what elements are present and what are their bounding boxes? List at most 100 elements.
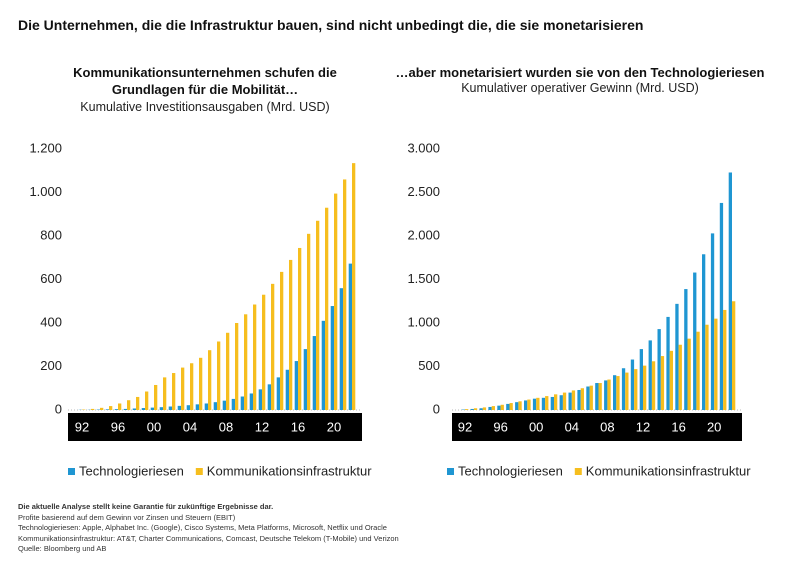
bar [497,405,501,410]
bar [604,380,608,410]
bar [343,179,347,410]
bar [190,363,194,410]
legend-swatch [447,468,454,475]
bar [294,361,298,410]
bar [728,172,732,410]
bar [244,314,248,410]
bar [105,409,109,410]
legend-label: Technologieriesen [458,463,563,478]
note: Die aktuelle Analyse stellt keine Garant… [18,502,274,511]
bar [607,379,611,410]
bar [541,397,546,410]
y-tick-label: 0 [433,401,440,416]
legend-label: Technologieriesen [79,463,184,478]
page-title: Die Unternehmen, die die Infrastruktur b… [18,17,644,33]
bar [168,406,172,410]
bar [621,368,626,410]
bar [91,408,95,410]
bar [506,403,510,410]
bar [710,233,715,410]
bar [675,303,679,410]
bar [271,283,275,410]
notes: Die aktuelle Analyse stellt keine Garant… [18,502,399,555]
bar [298,247,302,410]
bar [136,396,140,410]
bar [660,356,665,410]
bar [719,202,724,410]
chart-subtitle: Kumulativer operativer Gewinn (Mrd. USD) [461,81,699,95]
bar [352,163,356,410]
note: Quelle: Bloomberg und AB [18,544,107,553]
y-tick-label: 1.000 [407,314,440,329]
bar [648,340,652,410]
bar [114,409,118,410]
bar [118,403,122,410]
note: Technologieriesen: Apple, Alphabet Inc. … [18,523,387,532]
bar [657,329,661,410]
bar [267,384,271,410]
x-tick-label: 20 [327,419,341,434]
bar [524,400,528,410]
bar [339,288,343,410]
x-tick-label: 92 [458,419,472,434]
bar [571,390,576,410]
bar [231,398,235,410]
y-tick-label: 600 [40,271,62,286]
legend-label: Kommunikationsinfrastruktur [586,463,751,478]
y-tick-label: 1.000 [29,184,62,199]
bar [316,220,320,410]
y-tick-label: 2.500 [407,184,440,199]
bar [262,294,266,410]
legend-swatch [68,468,75,475]
bar [577,389,581,410]
x-tick-label: 96 [493,419,507,434]
bar [616,376,620,410]
y-tick-label: 0 [55,401,62,416]
bar [181,367,185,410]
bar [240,396,244,410]
bar [204,403,208,410]
x-tick-label: 00 [147,419,161,434]
bar [714,318,718,410]
y-tick-label: 1.500 [407,271,440,286]
bar [172,373,176,410]
chart-title: Kommunikationsunternehmen schufen die Gr… [73,65,337,97]
bar [285,369,289,410]
bar [625,372,629,410]
bar [226,332,230,410]
bar [154,384,158,410]
x-tick-label: 04 [183,419,197,434]
bar [145,391,149,410]
y-tick-label: 3.000 [407,140,440,155]
bar [586,386,590,410]
bar [127,400,131,410]
bar [235,323,239,410]
bar [550,396,554,410]
y-tick-label: 1.200 [29,140,62,155]
x-tick-label: 16 [291,419,305,434]
bar [643,365,647,410]
chart-subtitle: Kumulative Investitionsausgaben (Mrd. US… [80,100,330,114]
bar [669,350,673,410]
bar [545,396,549,410]
bar [334,193,338,410]
bar [684,289,688,410]
bar [598,383,602,410]
bar [132,408,136,410]
bar [554,394,558,410]
bar [141,408,145,410]
bar [177,405,181,410]
bar [488,406,492,410]
bar [186,405,190,410]
bar [330,306,334,410]
y-tick-label: 500 [418,358,440,373]
bar [217,341,221,410]
x-tick-label: 16 [671,419,685,434]
bar [123,408,127,410]
bar [639,349,643,410]
bar [568,392,572,410]
bar [312,336,316,410]
bar [693,272,697,410]
y-tick-label: 2.000 [407,227,440,242]
